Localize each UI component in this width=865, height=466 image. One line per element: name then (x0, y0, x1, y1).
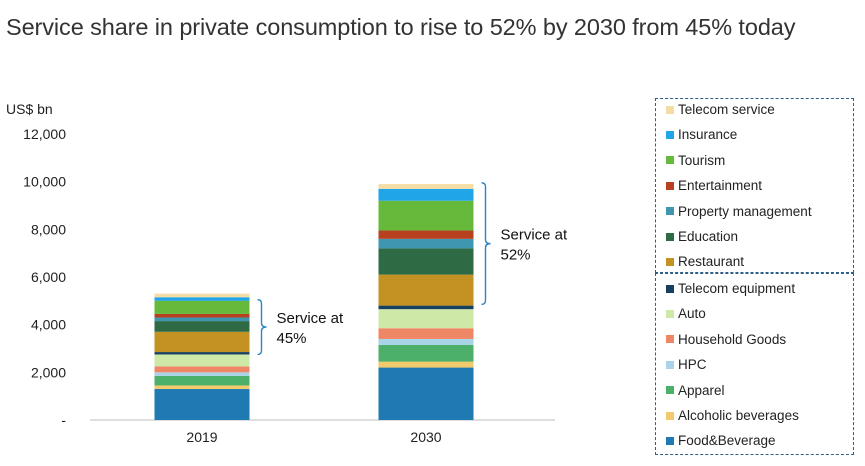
bar-segment-tourism-2030 (378, 200, 474, 231)
legend-label: Restaurant (678, 254, 745, 270)
bar-segment-property-management-2030 (378, 238, 474, 249)
legend-label: Apparel (678, 382, 725, 398)
legend-item-insurance: Insurance (666, 127, 737, 142)
y-tick-label: 10,000 (23, 174, 66, 190)
legend-item-education: Education (666, 229, 738, 244)
legend-label: Insurance (678, 127, 738, 143)
legend-swatch (666, 130, 674, 139)
annotation-label: Service at 52% (501, 227, 569, 264)
y-tick-label: - (61, 412, 66, 428)
legend-item-food-beverage: Food&Beverage (666, 433, 776, 448)
bar-segment-auto-2030 (378, 309, 474, 329)
legend-item-apparel: Apparel (666, 383, 725, 398)
legend-item-telecom-equipment: Telecom equipment (666, 281, 795, 296)
bar-segment-telecom-equipment-2019 (154, 352, 250, 355)
legend-item-telecom-service: Telecom service (666, 102, 775, 117)
bar-segment-insurance-2030 (378, 188, 474, 201)
legend-swatch (666, 257, 674, 266)
bar-segment-apparel-2030 (378, 344, 474, 362)
legend-item-alcoholic-beverages: Alcoholic beverages (666, 408, 799, 423)
legend-item-hpc: HPC (666, 357, 707, 372)
legend-label: Telecom equipment (678, 281, 796, 296)
legend-swatch (666, 207, 674, 216)
bar-segment-education-2019 (154, 321, 250, 332)
y-axis-unit-label: US$ bn (6, 101, 53, 117)
bar-segment-household-goods-2030 (378, 328, 474, 339)
legend-item-property-management: Property management (666, 204, 812, 219)
bar-segment-food-beverage-2019 (154, 389, 250, 420)
bar-segment-education-2030 (378, 248, 474, 275)
y-tick-label: 6,000 (31, 269, 66, 285)
legend-label: Education (678, 229, 739, 244)
legend-label: Entertainment (678, 178, 763, 194)
annotation-label: Service at 45% (277, 310, 345, 347)
legend-label: Food&Beverage (678, 433, 776, 449)
annotation-bracket (481, 182, 491, 306)
y-tick-label: 4,000 (31, 317, 66, 333)
legend-item-restaurant: Restaurant (666, 254, 744, 269)
bar-segment-hpc-2019 (154, 372, 250, 376)
legend-swatch (666, 181, 674, 190)
annotation-bracket (257, 298, 267, 356)
bar-segment-entertainment-2030 (378, 230, 474, 239)
y-tick-label: 2,000 (31, 364, 66, 380)
y-tick-label: 12,000 (23, 126, 66, 142)
bar-segment-property-management-2019 (154, 317, 250, 322)
bar-segment-insurance-2019 (154, 297, 250, 301)
bar-segment-hpc-2030 (378, 338, 474, 345)
legend-swatch (666, 360, 674, 369)
legend-label: Auto (678, 306, 706, 322)
chart-title: Service share in private consumption to … (6, 14, 796, 40)
legend-label: Household Goods (678, 331, 787, 347)
x-tick-label: 2019 (186, 429, 217, 445)
bar-segment-alcoholic-beverages-2030 (378, 361, 474, 368)
bar-segment-food-beverage-2030 (378, 367, 474, 420)
legend-swatch (666, 105, 674, 114)
bar-segment-telecom-equipment-2030 (378, 305, 474, 310)
bar-segment-restaurant-2030 (378, 274, 474, 306)
legend-swatch (666, 156, 674, 165)
bar-segment-auto-2019 (154, 354, 250, 367)
legend-label: Telecom service (678, 102, 775, 117)
legend-swatch (666, 309, 674, 318)
bar-segment-telecom-service-2019 (154, 293, 250, 298)
legend-label: Tourism (678, 152, 726, 168)
bar-segment-restaurant-2019 (154, 331, 250, 353)
legend-swatch (666, 284, 674, 293)
legend-item-tourism: Tourism (666, 153, 725, 168)
y-tick-label: 8,000 (31, 221, 66, 237)
legend-label: Property management (678, 203, 812, 219)
legend-item-auto: Auto (666, 306, 706, 321)
legend-item-household-goods: Household Goods (666, 332, 786, 347)
legend-item-entertainment: Entertainment (666, 178, 762, 193)
bar-segment-tourism-2019 (154, 300, 250, 314)
legend-swatch (666, 335, 674, 344)
bar-segment-household-goods-2019 (154, 366, 250, 373)
bar-segment-alcoholic-beverages-2019 (154, 385, 250, 390)
legend-label: HPC (678, 357, 707, 373)
bar-segment-apparel-2019 (154, 375, 250, 386)
legend-label: Alcoholic beverages (678, 408, 799, 423)
legend-swatch (666, 411, 674, 420)
legend-swatch (666, 232, 674, 241)
x-tick-label: 2030 (410, 429, 441, 445)
legend-swatch (666, 436, 674, 445)
legend-goods: Telecom equipment Auto Household Goods HPC A… (655, 273, 854, 455)
bar-segment-entertainment-2019 (154, 313, 250, 318)
bar-segment-telecom-service-2030 (378, 184, 474, 189)
legend-services: Telecom service Insurance Tourism Entertain… (655, 98, 854, 273)
legend-swatch (666, 386, 674, 395)
